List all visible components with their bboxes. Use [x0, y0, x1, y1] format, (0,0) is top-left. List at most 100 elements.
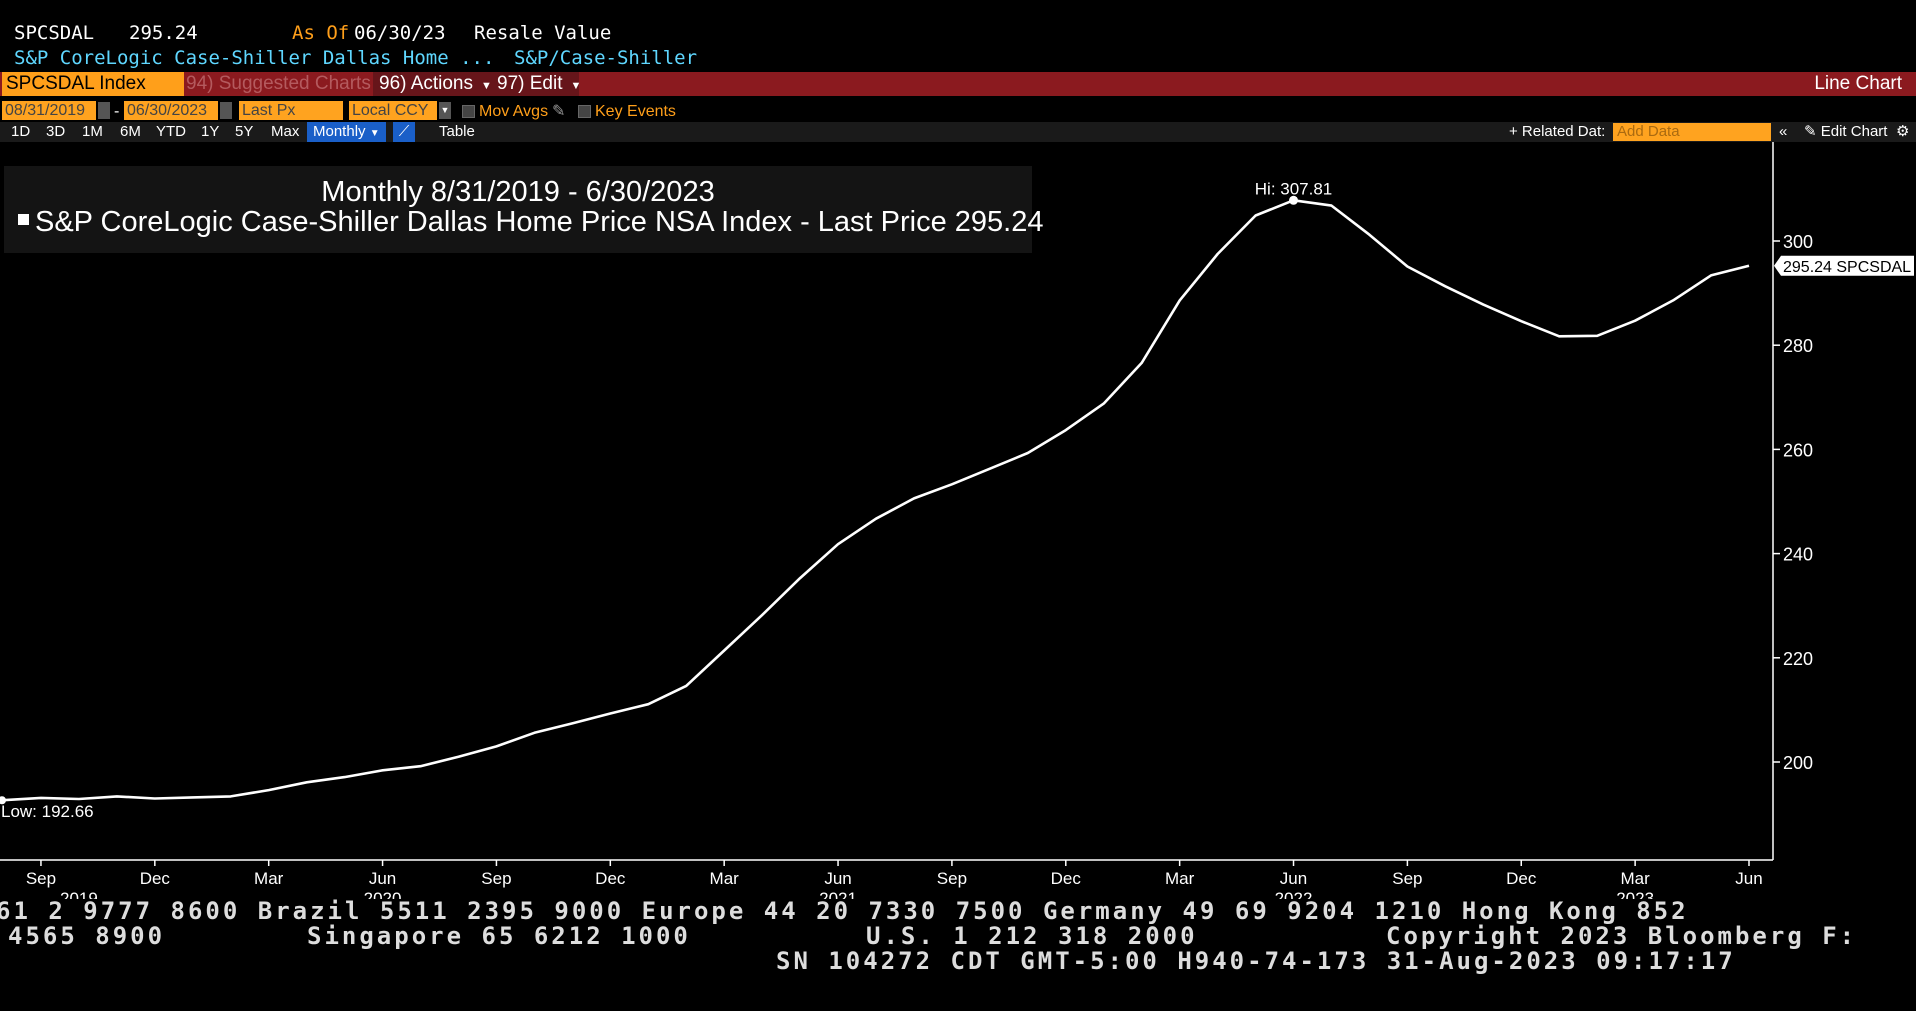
- security-header: SPCSDAL 295.24 As Of 06/30/23 Resale Val…: [14, 22, 611, 46]
- legend-series-name: S&P CoreLogic Case-Shiller Dallas Home P…: [35, 206, 947, 238]
- currency-select[interactable]: Local CCY: [349, 101, 437, 120]
- legend-series-entry: S&P CoreLogic Case-Shiller Dallas Home P…: [18, 206, 1044, 239]
- suggested-charts-button[interactable]: 94) Suggested Charts: [186, 73, 371, 94]
- frequency-dropdown[interactable]: Monthly ▼: [307, 122, 386, 142]
- low-point-marker: [0, 796, 6, 805]
- ticker-code: SPCSDAL: [14, 22, 95, 44]
- series-line: [2, 198, 1750, 802]
- legend-title: Monthly 8/31/2019 - 6/30/2023: [321, 176, 715, 208]
- x-tick-label: Mar: [1165, 869, 1195, 888]
- x-tick-label: Sep: [26, 869, 56, 888]
- period-ytd[interactable]: YTD: [156, 123, 186, 140]
- frequency-label: Monthly: [313, 123, 366, 140]
- x-tick-label: Sep: [481, 869, 511, 888]
- edit-label: 97) Edit: [497, 73, 563, 94]
- mov-avgs-checkbox[interactable]: [462, 105, 475, 118]
- security-description: S&P CoreLogic Case-Shiller Dallas Home .…: [14, 47, 495, 69]
- gear-icon[interactable]: ⚙: [1896, 123, 1910, 140]
- footer-contacts-line2a: 4565 8900: [8, 922, 166, 950]
- y-axis: 200 220 240 260 280 300 295.24 SPCSDAL: [1772, 142, 1914, 860]
- related-data-button[interactable]: + Related Dat:: [1509, 123, 1606, 140]
- start-date-field[interactable]: 08/31/2019: [2, 101, 96, 120]
- x-year-label: 2023: [1616, 889, 1654, 899]
- security-input[interactable]: SPCSDAL Index: [2, 72, 184, 96]
- field-name: Resale Value: [474, 22, 612, 44]
- security-description-row: S&P CoreLogic Case-Shiller Dallas Home .…: [14, 47, 697, 113]
- end-date-field[interactable]: 06/30/2023: [124, 101, 218, 120]
- calendar-icon[interactable]: [220, 102, 232, 119]
- line-chart-icon[interactable]: ⟋: [393, 122, 415, 142]
- period-5y[interactable]: 5Y: [235, 123, 254, 140]
- period-max[interactable]: Max: [271, 123, 300, 140]
- footer-contacts-line1: 61 2 9777 8600 Brazil 5511 2395 9000 Eur…: [0, 897, 1689, 925]
- chart-legend: Monthly 8/31/2019 - 6/30/2023 S&P CoreLo…: [4, 166, 1044, 253]
- as-of-date: 06/30/23: [354, 22, 446, 44]
- date-range-row: 08/31/2019 - 06/30/2023 Last Px Local CC…: [0, 101, 1916, 122]
- high-point-marker: [1289, 195, 1299, 205]
- x-tick-label: Mar: [254, 869, 284, 888]
- data-source: S&P/Case-Shiller: [514, 47, 698, 69]
- x-tick-label: Dec: [140, 869, 171, 888]
- pencil-icon: ✎: [1804, 123, 1817, 140]
- y-tick-label: 280: [1783, 336, 1813, 356]
- x-tick-label: Dec: [1051, 869, 1082, 888]
- price-field-select[interactable]: Last Px: [239, 101, 343, 120]
- y-tick-label: 300: [1783, 232, 1813, 252]
- x-tick-label: Jun: [1280, 869, 1307, 888]
- chart-type-label: Line Chart: [1814, 73, 1902, 94]
- x-tick-label: Jun: [369, 869, 396, 888]
- period-toolbar: 1D 3D 1M 6M YTD 1Y 5Y Max Monthly ▼ ⟋ Ta…: [0, 122, 1916, 142]
- x-tick-label: Dec: [1506, 869, 1537, 888]
- y-tick-label: 200: [1783, 753, 1813, 773]
- legend-last-value: 295.24: [954, 206, 1044, 238]
- mov-avgs-label: Mov Avgs: [479, 103, 549, 120]
- pencil-icon[interactable]: ✎: [552, 103, 566, 120]
- collapse-icon[interactable]: «: [1779, 123, 1788, 140]
- table-button[interactable]: Table: [439, 123, 475, 140]
- x-tick-label: Sep: [1392, 869, 1422, 888]
- y-tick-label: 260: [1783, 440, 1813, 460]
- period-1y[interactable]: 1Y: [201, 123, 220, 140]
- x-year-label: 2022: [1275, 889, 1313, 899]
- x-tick-label: Jun: [1735, 869, 1762, 888]
- period-6m[interactable]: 6M: [120, 123, 141, 140]
- key-events-checkbox[interactable]: [578, 105, 591, 118]
- chevron-down-icon: ▼: [369, 128, 380, 139]
- plot-area: Hi: 307.81 Low: 192.66: [0, 179, 1750, 821]
- last-value-tag-label: 295.24 SPCSDAL: [1783, 259, 1911, 276]
- high-point-label: Hi: 307.81: [1255, 179, 1333, 198]
- x-year-label: 2020: [364, 889, 402, 899]
- x-tick-label: Sep: [937, 869, 967, 888]
- chevron-down-icon: ▼: [481, 80, 492, 92]
- edit-chart-button[interactable]: ✎ Edit Chart: [1804, 122, 1887, 142]
- y-tick-label: 240: [1783, 545, 1813, 565]
- date-separator: -: [114, 103, 120, 120]
- calendar-icon[interactable]: [98, 102, 110, 119]
- chevron-down-icon[interactable]: ▼: [439, 102, 451, 119]
- period-1d[interactable]: 1D: [11, 123, 31, 140]
- x-tick-label: Mar: [1620, 869, 1650, 888]
- line-chart: 200 220 240 260 280 300 295.24 SPCSDAL Sep Dec M…: [0, 142, 1914, 899]
- chevron-down-icon: ▼: [570, 80, 582, 92]
- period-3d[interactable]: 3D: [46, 123, 66, 140]
- x-year-label: 2021: [819, 889, 857, 899]
- x-year-label: 2019: [60, 889, 98, 899]
- x-axis: Sep Dec Mar Jun Sep Dec Mar Jun Sep Dec Mar Jun Sep D…: [0, 859, 1773, 899]
- as-of-label: As Of: [292, 22, 350, 44]
- footer-contacts-line2c: U.S. 1 212 318 2000: [866, 922, 1198, 950]
- footer-copyright: Copyright 2023 Bloomberg F:: [1386, 922, 1858, 950]
- x-tick-label: Jun: [824, 869, 851, 888]
- y-tick-label: 220: [1783, 649, 1813, 669]
- footer-session-info: SN 104272 CDT GMT-5:00 H940-74-173 31-Au…: [776, 947, 1736, 975]
- edit-menu[interactable]: 97) Edit ▼: [491, 72, 582, 96]
- actions-menu[interactable]: 96) Actions ▼: [373, 72, 492, 96]
- period-1m[interactable]: 1M: [82, 123, 103, 140]
- command-bar: SPCSDAL Index 94) Suggested Charts 96) A…: [0, 72, 1916, 96]
- series-swatch: [18, 213, 29, 225]
- actions-label: 96) Actions: [379, 73, 473, 94]
- last-price: 295.24: [129, 22, 198, 44]
- last-value-tag-bg: [1774, 255, 1914, 276]
- x-tick-label: Dec: [595, 869, 626, 888]
- x-tick-label: Mar: [710, 869, 740, 888]
- add-data-input[interactable]: Add Data: [1613, 123, 1771, 141]
